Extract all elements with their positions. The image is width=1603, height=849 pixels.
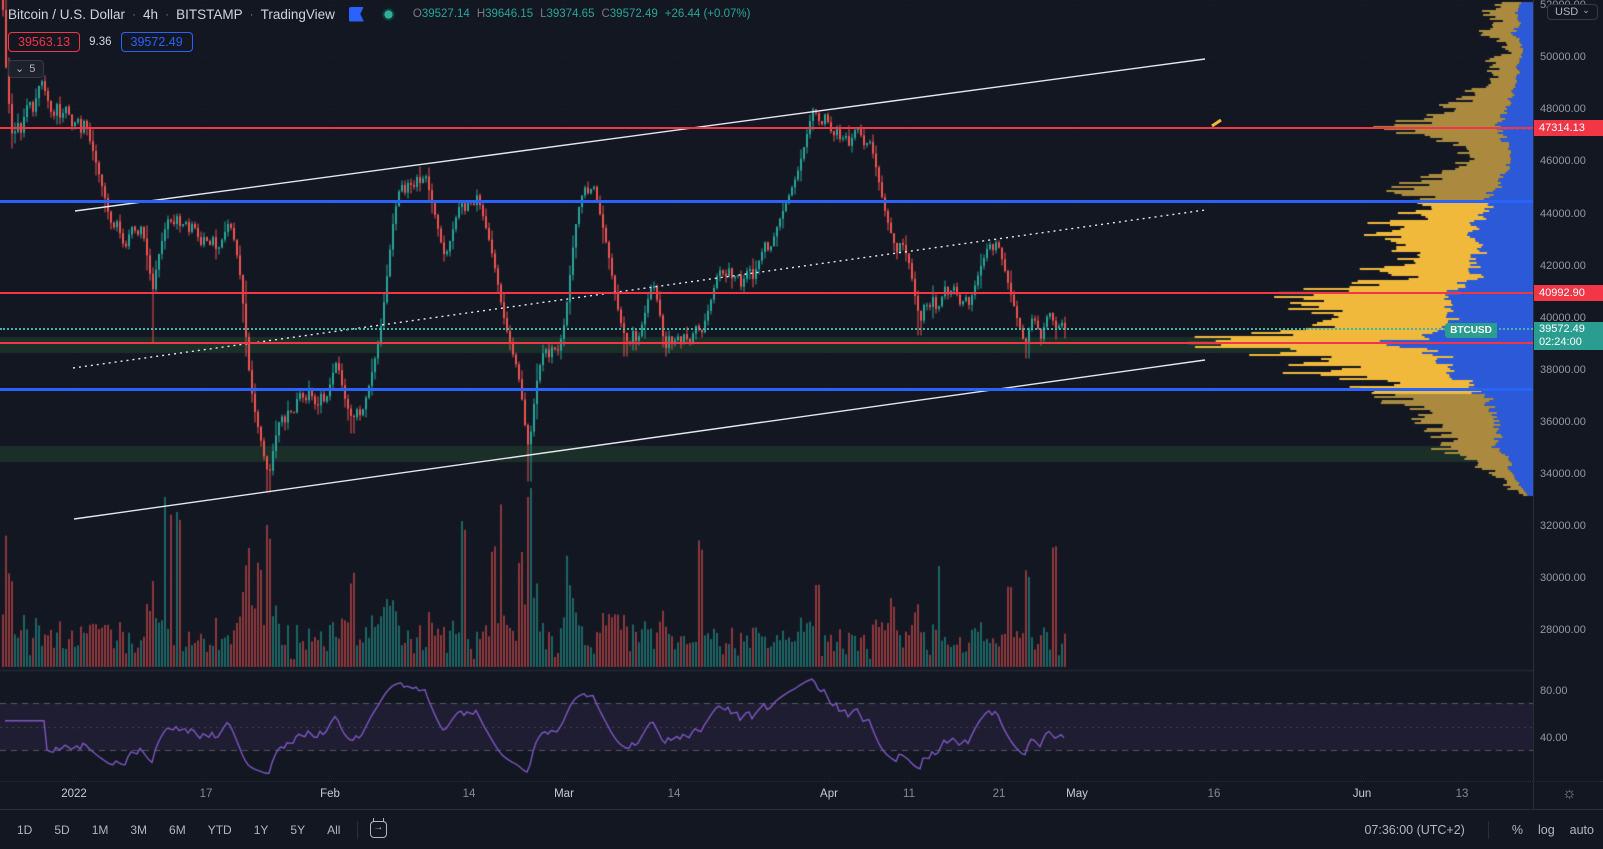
go-to-date-button[interactable] [370,818,388,838]
symbol-logo-icon [379,5,397,23]
entry-line-red[interactable] [0,342,1533,344]
gear-icon[interactable]: ☼ [1562,785,1577,802]
toolbar-divider [357,820,359,839]
price-axis-label[interactable]: 40.00 [1540,732,1568,744]
time-tick-16[interactable]: 16 [1207,788,1221,800]
price-axis-label[interactable]: 46000.00 [1540,155,1586,167]
price-axis-label[interactable]: 32000.00 [1540,520,1586,532]
time-tick-may[interactable]: May [1066,788,1088,800]
price-axis-label[interactable]: 48000.00 [1540,103,1586,115]
price-axis-label[interactable]: 36000.00 [1540,416,1586,428]
toolbar-divider [1487,820,1489,839]
price-axis-label[interactable]: 80.00 [1540,685,1568,697]
price-axis-label[interactable]: 40000.00 [1540,312,1586,324]
high-value: 39646.15 [485,8,534,20]
bid-ask-row: 39563.13 9.36 39572.49 [8,32,750,52]
time-tick-21[interactable]: 21 [992,788,1006,800]
chart-legend: Bitcoin / U.S. Dollar · 4h · BITSTAMP · … [8,4,750,78]
ask-button[interactable]: 39572.49 [120,32,193,52]
ohlc-values: O39527.14 H39646.15 L39374.65 C39572.49 … [413,8,751,20]
range-button-ytd[interactable]: YTD [207,822,232,837]
chevron-down-icon: ⌄ [15,63,25,75]
currency-label: USD [1555,6,1579,18]
supply-line-blue-upper[interactable] [0,200,1533,203]
log-scale-button[interactable]: log [1537,822,1555,837]
timeframe-label[interactable]: 4h [143,6,159,22]
price-alert-label-mid[interactable]: 40992.90 [1534,285,1603,301]
time-tick-17[interactable]: 17 [199,788,213,800]
symbol-title-row[interactable]: Bitcoin / U.S. Dollar · 4h · BITSTAMP · … [8,4,750,24]
price-axis-label[interactable]: 30000.00 [1540,572,1586,584]
separator-dot: · [132,7,137,21]
price-axis-label[interactable]: 42000.00 [1540,260,1586,272]
price-axis-label[interactable]: 38000.00 [1540,364,1586,376]
range-button-6m[interactable]: 6M [169,822,186,837]
flag-icon[interactable] [348,6,364,22]
time-tick-apr[interactable]: Apr [820,788,838,800]
date-range-buttons: 1D 5D 1M 3M 6M YTD 1Y 5Y All [0,819,349,841]
hidden-indicators-count: 5 [29,62,36,75]
support-line-blue-lower[interactable] [0,388,1533,391]
bar-countdown: 02:24:00 [1539,335,1582,348]
change-value: +26.44 (+0.07%) [664,8,751,20]
time-tick-11[interactable]: 11 [903,788,915,800]
price-axis-label[interactable]: 34000.00 [1540,468,1586,480]
price-axis-label[interactable]: 50000.00 [1540,51,1586,63]
axis-corner-divider [1533,782,1534,810]
symbol-name[interactable]: Bitcoin / U.S. Dollar [8,6,126,22]
chevron-down-icon: ⌄ [1582,4,1590,15]
trendline-layer [72,58,1222,520]
resistance-line-mid[interactable] [0,292,1533,294]
open-value: 39527.14 [421,8,470,20]
bottom-toolbar: 1D 5D 1M 3M 6M YTD 1Y 5Y All 07:36:00 (UTC+2) % … [0,809,1603,849]
auto-scale-button[interactable]: auto [1569,822,1594,837]
time-tick-14[interactable]: 14 [462,788,476,800]
platform-label: TradingView [260,6,335,22]
price-axis[interactable]: 40.00 80.00 28000.00 30000.00 32000.00 34000.… [1533,0,1603,781]
yellow-tick [1211,118,1222,128]
time-tick-mar[interactable]: Mar [554,788,574,800]
low-label: L [540,8,547,20]
symbol-price-tag: BTCUSD [1445,323,1497,338]
range-button-5d[interactable]: 5D [54,822,70,837]
range-button-3m[interactable]: 3M [130,822,148,837]
trendline-channel-mid[interactable] [72,209,1206,369]
exchange-label: BITSTAMP [176,6,243,22]
high-label: H [476,8,486,20]
indicators-expander-button[interactable]: ⌄ 5 [8,60,45,78]
low-value: 39374.65 [546,8,595,20]
last-price-label[interactable]: 39572.49 02:24:00 [1534,322,1603,350]
bid-button[interactable]: 39563.13 [8,32,81,52]
range-button-1m[interactable]: 1M [91,822,109,837]
trendline-channel-top[interactable] [74,58,1206,212]
separator-dot: · [165,7,170,21]
separator-dot: · [249,7,254,21]
last-price-value: 39572.49 [1539,323,1585,335]
time-axis[interactable]: ☼ 2022 17 Feb 14 Mar 14 Apr 11 21 May 16 Jun 13 [0,781,1603,810]
range-button-1d[interactable]: 1D [17,822,33,837]
currency-toggle-button[interactable]: USD ⌄ [1547,4,1598,20]
time-tick-2022[interactable]: 2022 [61,788,87,800]
close-value: 39572.49 [609,8,658,20]
price-axis-label[interactable]: 44000.00 [1540,208,1586,220]
price-axis-label[interactable]: 28000.00 [1540,624,1586,636]
timezone-button[interactable]: 07:36:00 (UTC+2) [1364,822,1465,837]
resistance-line-upper[interactable] [0,127,1533,129]
time-tick-feb[interactable]: Feb [320,788,340,800]
range-button-1y[interactable]: 1Y [253,822,269,837]
current-price-line [0,328,1533,330]
trendline-channel-bottom[interactable] [73,359,1206,520]
toolbar-right-group: 07:36:00 (UTC+2) % log auto [1364,820,1603,839]
spread-value: 9.36 [89,36,112,48]
range-button-5y[interactable]: 5Y [290,822,306,837]
percent-scale-button[interactable]: % [1511,822,1523,837]
open-label: O [412,8,422,20]
time-tick-jun[interactable]: Jun [1352,788,1372,800]
range-button-all[interactable]: All [327,822,341,837]
close-label: C [601,8,610,20]
time-tick-14[interactable]: 14 [667,788,681,800]
time-tick-13[interactable]: 13 [1455,788,1469,800]
price-alert-label-upper[interactable]: 47314.13 [1534,120,1603,136]
